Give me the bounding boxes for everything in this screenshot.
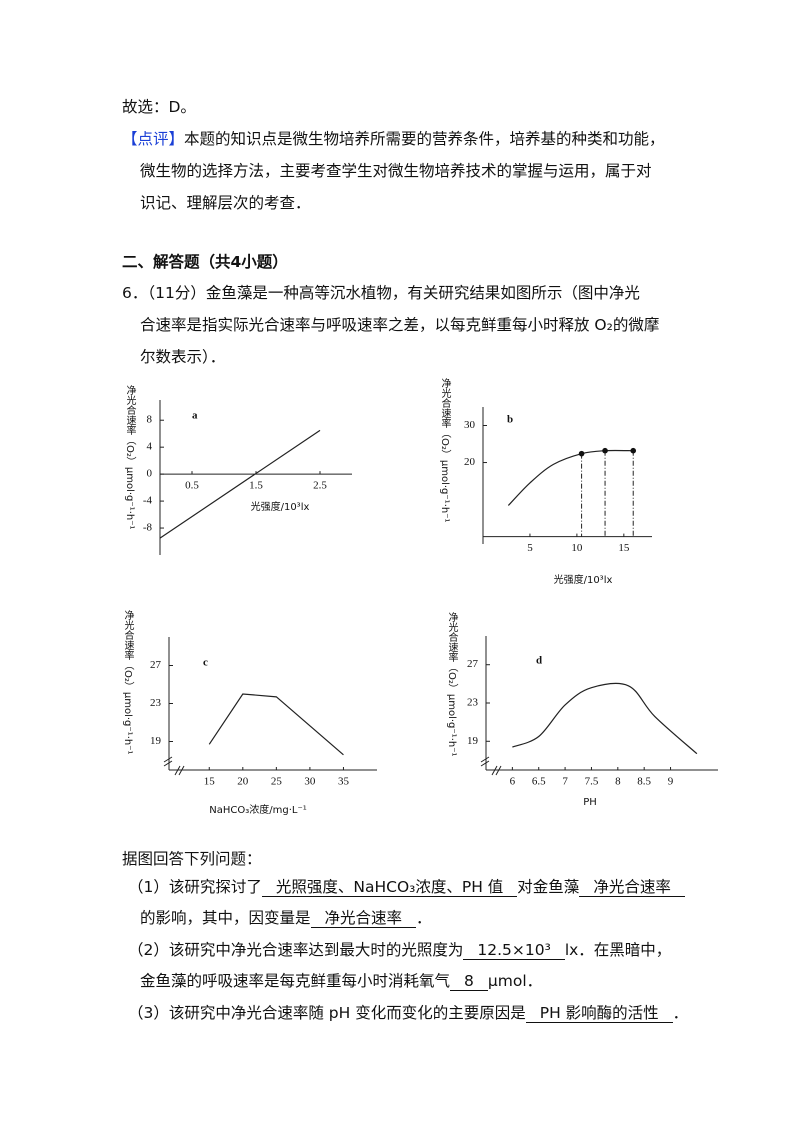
data-line [208,693,344,756]
chart-label: d [536,655,542,667]
answer-line: 金鱼藻的呼吸速率是每克鲜重每小时消耗氧气 8 μmol． [140,971,542,991]
question-line: 合速率是指实际光合速率与呼吸速率之差，以每克鲜重每小时释放 O₂的微摩 [140,316,660,334]
figures: a 净光合速率（O₂）μmol·g⁻¹·h⁻¹ 光强度/10³lx 0.5 1.5 2.5… [122,377,718,816]
comment-line: 【点评】本题的知识点是微生物培养所需要的营养条件，培养基的种类和功能， [122,129,665,149]
choice: 故选：D。 [122,98,196,116]
answer-line: （1）该研究探讨了 光照强度、NaHCO₃浓度、PH 值对金鱼藻 净光合速率 [128,877,685,897]
x-tick-label: 5 [527,542,533,554]
answer-text: ． [672,1004,689,1022]
chart-label: a [192,410,198,422]
x-tick-label: 2.5 [313,480,327,492]
x-tick-label: 7 [562,776,568,788]
y-tick-label: 0 [147,468,153,480]
comment-label: 【点评】 [122,130,185,148]
x-axis-label: PH [583,797,597,808]
x-tick-label: 30 [304,776,316,788]
answer-blank: 8 [450,972,488,991]
y-axis-label: 净光合速率（O₂）μmol·g⁻¹·h⁻¹ [122,609,134,755]
y-tick-label: 23 [150,697,162,709]
comment-line: 微生物的选择方法，主要考查学生对微生物培养技术的掌握与运用，属于对 [140,162,652,180]
answer-text: （3）该研究中净光合速率随 pH 变化而变化的主要原因是 [128,1004,526,1022]
answer-text: 的影响，其中，因变量是 [140,909,311,927]
y-tick-label: -4 [143,495,153,507]
x-axis-label: 光强度/10³lx [554,573,613,586]
section-title: 二、解答题（共4小题） [122,253,288,271]
answer-line: 的影响，其中，因变量是 净光合速率． [140,908,432,928]
answer-blank: 净光合速率 [310,909,417,928]
answer-blank: 12.5×10³ [463,941,565,960]
y-tick-label: 19 [150,735,162,747]
data-line [507,449,634,506]
x-axis-label: NaHCO₃浓度/mg·L⁻¹ [209,803,307,816]
y-tick-label: 23 [467,697,479,709]
x-tick-label: 8.5 [637,776,651,788]
axis-break [480,756,502,776]
x-tick-label: 0.5 [185,480,199,492]
marker [630,447,637,454]
x-tick-label: 25 [271,776,283,788]
answer-text: lx．在黑暗中， [564,941,672,959]
prompt: 据图回答下列问题： [122,850,262,868]
answer-blank: 净光合速率 [579,878,685,897]
comment-line: 识记、理解层次的考查． [140,194,311,212]
x-tick-label: 7.5 [585,776,599,788]
x-tick-label: 6.5 [532,776,546,788]
answer-text: （1）该研究探讨了 [128,878,262,896]
x-tick-label: 9 [668,776,674,788]
answer-blank: PH 影响酶的活性 [525,1004,673,1023]
chart-label: c [203,657,208,669]
x-tick-label: 6 [510,776,516,788]
y-axis-label: 净光合速率（O₂）μmol·g⁻¹·h⁻¹ [124,384,136,530]
answer-text: 金鱼藻的呼吸速率是每克鲜重每小时消耗氧气 [140,972,451,990]
answer-text: ． [416,909,432,927]
answer-text: 对金鱼藻 [517,878,580,896]
answer-blank: 光照强度、NaHCO₃浓度、PH 值 [261,878,518,897]
x-tick-label: 20 [237,776,249,788]
marker [578,450,585,457]
axis-break [163,756,185,776]
data-line [512,682,698,755]
comment-text: 本题的知识点是微生物培养所需要的营养条件，培养基的种类和功能， [184,130,665,148]
x-axis-label: 光强度/10³lx [251,500,310,513]
chart-label: b [507,414,513,426]
x-tick-label: 10 [571,542,583,554]
x-tick-label: 8 [615,776,621,788]
y-tick-label: 4 [147,441,153,453]
x-tick-label: 35 [338,776,350,788]
y-tick-label: 20 [464,456,476,468]
x-tick-label: 15 [204,776,216,788]
y-axis-label: 净光合速率（O₂）μmol·g⁻¹·h⁻¹ [446,611,458,757]
answer-line: （3）该研究中净光合速率随 pH 变化而变化的主要原因是 PH 影响酶的活性． [128,1003,688,1023]
data-line [159,429,321,539]
y-tick-label: 19 [467,735,479,747]
y-tick-label: 8 [147,414,153,426]
y-axis-label: 净光合速率（O₂）μmol·g⁻¹·h⁻¹ [439,377,451,523]
answer-line: （2）该研究中净光合速率达到最大时的光照度为 12.5×10³ lx．在黑暗中， [128,940,671,960]
answer-text: μmol． [487,972,543,990]
answer-text: （2）该研究中净光合速率达到最大时的光照度为 [128,941,464,959]
y-tick-label: 27 [150,659,162,671]
y-tick-label: 27 [467,658,479,670]
x-tick-label: 15 [618,542,630,554]
y-tick-label: -8 [143,522,153,534]
x-tick-label: 1.5 [249,480,263,492]
y-tick-label: 30 [464,419,476,431]
marker [602,447,608,454]
question-line: 尔数表示）． [140,348,226,366]
question-line: 6．（11分）金鱼藻是一种高等沉水植物，有关研究结果如图所示（图中净光 [122,284,640,302]
